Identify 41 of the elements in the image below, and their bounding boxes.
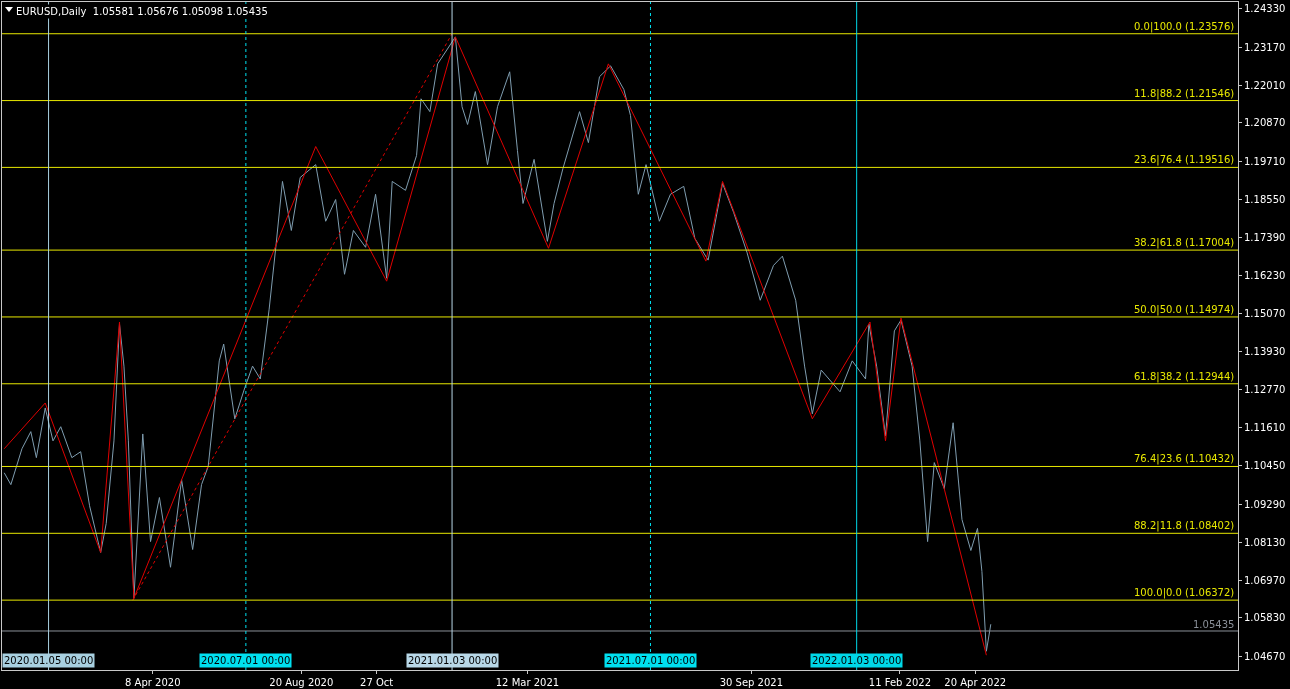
y-tick-label: 1.05830 [1244, 612, 1286, 624]
ref-line-label: 2020.07.01 00:00 [201, 655, 291, 666]
ref-line-label: 2021.01.03 00:00 [408, 655, 498, 666]
ref-line-label: 88.2|11.8 (1.08402) [1134, 520, 1235, 532]
y-tick-label: 1.16230 [1244, 270, 1286, 282]
ref-line-label: 50.0|50.0 (1.14974) [1134, 304, 1235, 316]
x-tick-label: 12 Mar 2021 [495, 677, 560, 688]
y-tick-label: 1.24330 [1244, 3, 1286, 15]
y-tick-label: 1.08130 [1244, 536, 1286, 548]
ref-line-label: 76.4|23.6 (1.10432) [1134, 453, 1235, 465]
ref-line-label: 2021.07.01 00:00 [606, 655, 696, 666]
x-tick-label: 20 Aug 2020 [269, 677, 334, 688]
ref-line-label: 100.0|0.0 (1.06372) [1134, 587, 1235, 599]
ref-line-label: 23.6|76.4 (1.19516) [1134, 154, 1235, 166]
y-tick-label: 1.09290 [1244, 498, 1286, 510]
x-tick-label: 27 Oct [360, 677, 394, 688]
y-tick-label: 1.13930 [1244, 345, 1286, 357]
x-tick-label: 30 Sep 2021 [719, 677, 784, 688]
x-tick-label: 8 Apr 2020 [125, 677, 181, 688]
y-tick-label: 1.15070 [1244, 308, 1286, 320]
y-tick-label: 1.11610 [1244, 422, 1286, 434]
ref-line-label: 1.05435 [1193, 619, 1235, 630]
y-tick-label: 1.04670 [1244, 650, 1286, 662]
ref-line-label: 38.2|61.8 (1.17004) [1134, 237, 1235, 249]
y-tick-label: 1.12770 [1244, 384, 1286, 395]
chart-title: EURUSD,Daily 1.05581 1.05676 1.05098 1.05435 [16, 6, 268, 17]
y-tick-label: 1.18550 [1244, 193, 1286, 205]
ref-line-label: 2022.01.03 00:00 [812, 655, 902, 666]
y-tick-label: 1.17390 [1244, 231, 1286, 243]
ref-line-label: 2020.01.05 00:00 [4, 655, 94, 666]
ref-line-label: 61.8|38.2 (1.12944) [1134, 371, 1235, 383]
x-tick-label: 20 Apr 2022 [944, 677, 1007, 688]
ref-line-label: 11.8|88.2 (1.21546) [1134, 88, 1235, 100]
y-tick-label: 1.20870 [1244, 117, 1286, 129]
ref-line-label: 0.0|100.0 (1.23576) [1134, 21, 1235, 33]
y-tick-label: 1.10450 [1244, 460, 1286, 472]
y-tick-label: 1.06970 [1244, 574, 1286, 586]
y-tick-label: 1.23170 [1244, 41, 1286, 53]
x-tick-label: 11 Feb 2022 [868, 677, 932, 688]
y-tick-label: 1.19710 [1244, 155, 1286, 167]
y-tick-label: 1.22010 [1244, 79, 1286, 91]
